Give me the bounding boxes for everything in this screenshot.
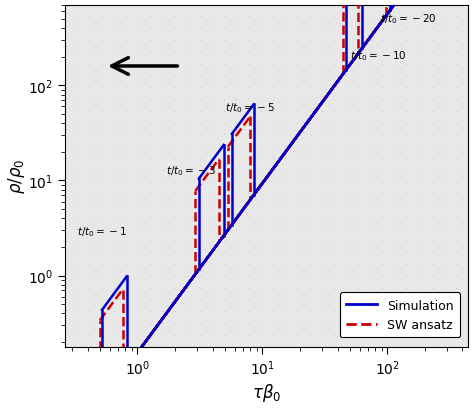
Text: $t/t_0=-5$: $t/t_0=-5$ <box>225 101 274 115</box>
Y-axis label: $\rho/\rho_0$: $\rho/\rho_0$ <box>6 159 27 194</box>
Text: $t/t_0=-3$: $t/t_0=-3$ <box>166 163 216 177</box>
Legend: Simulation, SW ansatz: Simulation, SW ansatz <box>340 293 460 337</box>
Text: $t/t_0=-20$: $t/t_0=-20$ <box>380 12 437 26</box>
Text: $t/t_0=-10$: $t/t_0=-10$ <box>350 49 406 63</box>
X-axis label: $\tau\beta_0$: $\tau\beta_0$ <box>252 382 282 403</box>
Text: $t/t_0=-1$: $t/t_0=-1$ <box>77 225 127 238</box>
